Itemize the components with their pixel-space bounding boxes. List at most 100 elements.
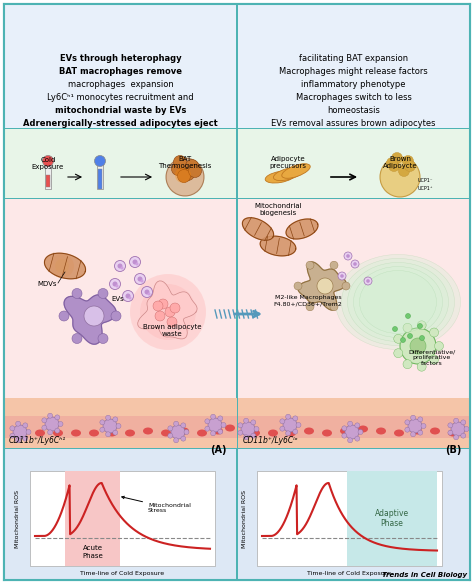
Circle shape <box>47 430 53 434</box>
Ellipse shape <box>179 427 189 434</box>
Circle shape <box>410 432 416 437</box>
Circle shape <box>72 333 82 343</box>
Polygon shape <box>45 253 85 279</box>
Circle shape <box>208 418 222 432</box>
Circle shape <box>296 422 301 427</box>
Ellipse shape <box>35 429 45 436</box>
Ellipse shape <box>250 429 260 436</box>
Bar <box>65 471 120 566</box>
Circle shape <box>454 418 459 423</box>
Circle shape <box>115 260 126 272</box>
Circle shape <box>400 328 436 364</box>
Text: Adaptive
Phase: Adaptive Phase <box>375 509 409 528</box>
Circle shape <box>137 276 143 281</box>
Circle shape <box>405 427 410 432</box>
Circle shape <box>23 423 28 428</box>
Circle shape <box>345 425 359 439</box>
Circle shape <box>181 436 186 441</box>
Circle shape <box>330 303 338 311</box>
Ellipse shape <box>273 168 302 180</box>
Ellipse shape <box>376 427 386 434</box>
Circle shape <box>140 280 144 283</box>
Circle shape <box>392 326 398 332</box>
Circle shape <box>136 262 138 266</box>
Bar <box>4 449 237 580</box>
Circle shape <box>116 423 121 429</box>
Circle shape <box>330 261 338 269</box>
Text: Mitochondrial
Stress: Mitochondrial Stress <box>122 496 191 513</box>
Ellipse shape <box>282 164 310 178</box>
Ellipse shape <box>225 425 235 432</box>
Text: Mitochondrial ROS: Mitochondrial ROS <box>243 489 247 548</box>
Ellipse shape <box>341 259 455 346</box>
Circle shape <box>158 299 168 309</box>
Text: Macrophages might release factors: Macrophages might release factors <box>279 67 428 76</box>
Circle shape <box>173 438 179 443</box>
Circle shape <box>417 321 426 330</box>
Circle shape <box>130 274 206 350</box>
Ellipse shape <box>394 429 404 436</box>
Circle shape <box>353 262 357 266</box>
Bar <box>98 169 102 189</box>
Circle shape <box>165 307 175 317</box>
Circle shape <box>175 167 191 183</box>
Circle shape <box>429 355 438 364</box>
Bar <box>257 471 442 566</box>
Ellipse shape <box>359 270 437 333</box>
Circle shape <box>16 438 20 443</box>
Circle shape <box>451 422 465 436</box>
Circle shape <box>251 420 256 425</box>
Circle shape <box>182 168 194 180</box>
Text: facilitating BAT expansion: facilitating BAT expansion <box>299 54 408 63</box>
Polygon shape <box>242 218 273 240</box>
Text: Ly6Cʰ¹ monocytes recruitment and: Ly6Cʰ¹ monocytes recruitment and <box>47 93 194 102</box>
Circle shape <box>435 342 444 350</box>
Circle shape <box>50 254 74 278</box>
Circle shape <box>205 419 210 424</box>
Circle shape <box>429 328 438 337</box>
Circle shape <box>171 425 185 439</box>
Circle shape <box>389 161 400 172</box>
Bar <box>46 175 50 187</box>
Text: UCP1⁺: UCP1⁺ <box>418 186 434 192</box>
Bar <box>238 129 470 198</box>
Circle shape <box>135 273 146 284</box>
Text: Mitochondrial
biogenesis: Mitochondrial biogenesis <box>254 203 302 216</box>
Circle shape <box>366 279 370 283</box>
Text: inflammatory phenotype: inflammatory phenotype <box>301 80 406 89</box>
Circle shape <box>283 418 297 432</box>
Circle shape <box>238 423 243 428</box>
Circle shape <box>293 416 298 421</box>
Circle shape <box>47 413 53 418</box>
Circle shape <box>140 284 196 340</box>
Text: UCP1⁻: UCP1⁻ <box>418 179 434 183</box>
Ellipse shape <box>53 429 63 436</box>
Circle shape <box>10 433 15 438</box>
Bar <box>4 199 237 448</box>
Circle shape <box>55 259 69 273</box>
Bar <box>347 471 437 566</box>
Circle shape <box>317 278 333 294</box>
Circle shape <box>172 162 184 176</box>
Ellipse shape <box>213 427 223 434</box>
Text: BAT macrophages remove: BAT macrophages remove <box>59 67 182 76</box>
Bar <box>97 163 103 189</box>
Circle shape <box>210 431 216 436</box>
Circle shape <box>184 429 189 434</box>
Text: (A): (A) <box>210 445 227 455</box>
Circle shape <box>116 284 118 287</box>
Polygon shape <box>286 219 318 239</box>
Circle shape <box>338 272 346 280</box>
Text: Differentiative/
proliferative
factors: Differentiative/ proliferative factors <box>409 349 456 366</box>
Circle shape <box>402 155 413 166</box>
Text: Brown
Adipoycte: Brown Adipoycte <box>383 156 417 169</box>
Circle shape <box>58 422 63 426</box>
Circle shape <box>10 426 15 431</box>
Text: Acute
Phase: Acute Phase <box>82 545 103 558</box>
Text: Adrenergically-stressed adipocytes eject: Adrenergically-stressed adipocytes eject <box>23 119 218 128</box>
Circle shape <box>166 158 204 196</box>
Circle shape <box>26 429 31 434</box>
Circle shape <box>405 314 410 318</box>
Ellipse shape <box>304 427 314 434</box>
Circle shape <box>155 311 165 321</box>
